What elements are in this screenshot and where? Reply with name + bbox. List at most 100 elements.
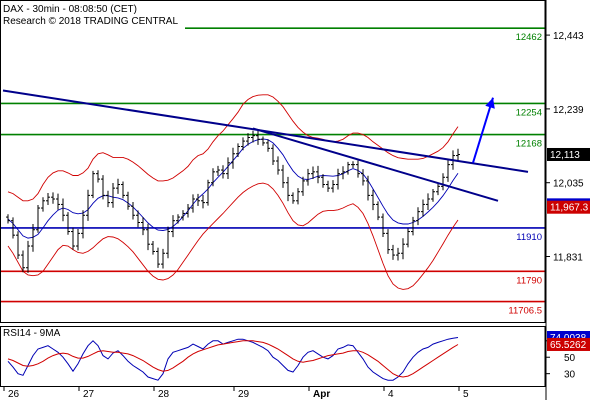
level-label-11910: 11910: [516, 232, 542, 243]
price-bar: [231, 147, 235, 169]
series-bollinger-lower: [7, 182, 459, 290]
price-bar: [261, 136, 265, 146]
day-label-26: 26: [8, 389, 20, 400]
price-bar: [286, 176, 290, 202]
price-bar: [11, 217, 15, 239]
price-bar: [241, 137, 245, 151]
price-bar: [171, 215, 175, 238]
price-bar: [126, 191, 130, 210]
level-label-12254: 12254: [516, 107, 542, 118]
price-bar: [91, 170, 95, 199]
price-bar: [401, 238, 405, 260]
price-bar: [296, 188, 300, 205]
price-bar: [151, 241, 155, 255]
price-bar: [256, 130, 260, 145]
price-bar: [196, 193, 200, 206]
x-axis: 26 27 28 29 Apr 4 5: [3, 386, 469, 400]
price-bar: [146, 223, 150, 251]
price-tick-label: 12,443: [553, 31, 584, 42]
rsi-lines: [7, 337, 459, 381]
price-panel: 12462 12254 12168 11910 11790 11706.5: [0, 27, 545, 317]
level-label-12462: 12462: [516, 32, 542, 43]
chart-header: DAX - 30min - 08:08:50 (CET) Research © …: [3, 4, 178, 27]
price-bar: [266, 139, 270, 152]
price-bar: [111, 182, 115, 208]
price-bar: [31, 223, 35, 252]
price-bar: [281, 164, 285, 188]
price-bar: [276, 156, 280, 175]
price-bar: [456, 148, 460, 162]
day-label-27: 27: [83, 389, 95, 400]
price-bar: [201, 195, 205, 209]
day-label-4: 4: [388, 389, 394, 400]
price-bar: [381, 213, 385, 237]
price-bar: [221, 165, 225, 179]
price-bar: [121, 181, 125, 199]
price-tag-12-113-bg: [547, 147, 590, 161]
price-bar: [161, 248, 165, 269]
right-axis: 12,44312,23912,03511,83170503012,11311,9…: [546, 31, 590, 381]
price-bar: [131, 202, 135, 220]
price-bar: [106, 190, 110, 208]
level-label-11706-5: 11706.5: [508, 306, 542, 317]
rsi-title: RSI14 - 9MA: [3, 328, 61, 339]
price-bar: [36, 205, 40, 233]
price-bar: [271, 144, 275, 165]
price-bar: [326, 180, 330, 192]
price-bar: [56, 193, 60, 210]
price-bar: [156, 247, 160, 268]
level-label-11790: 11790: [516, 275, 542, 286]
price-bar: [166, 226, 170, 259]
price-bar: [81, 210, 85, 239]
series-9ma: [7, 340, 459, 378]
price-bar: [191, 194, 195, 213]
price-bar: [176, 214, 180, 224]
price-bar: [346, 161, 350, 175]
price-bars: [6, 130, 460, 273]
rsi-tag-65-5262-label: 65.5262: [550, 340, 587, 351]
price-bar: [226, 157, 230, 180]
price-bar: [6, 214, 10, 224]
level-labels: 12462 12254 12168 11910 11790 11706.5: [508, 32, 542, 316]
level-label-12168: 12168: [516, 139, 542, 150]
price-bar: [61, 198, 65, 222]
price-bar: [216, 165, 220, 177]
price-bar: [371, 189, 375, 211]
price-bar: [391, 244, 395, 260]
price-bar: [321, 174, 325, 188]
price-bar: [361, 169, 365, 186]
price-bar: [86, 189, 90, 221]
price-bar: [446, 160, 450, 182]
day-label-29: 29: [238, 389, 250, 400]
price-bar: [211, 168, 215, 187]
price-bar: [181, 210, 185, 221]
price-bar: [386, 229, 390, 254]
price-bar: [76, 228, 80, 251]
price-bar: [351, 161, 355, 169]
rsi-tag-65-5262-bg: [547, 337, 590, 351]
price-bar: [306, 168, 310, 186]
price-tick-label: 12,239: [553, 105, 584, 116]
price-bar: [71, 227, 75, 250]
series-rsi14: [7, 337, 459, 381]
price-bar: [311, 166, 315, 180]
price-bar: [251, 130, 255, 143]
price-bar: [331, 180, 335, 193]
target-arrow-shaft: [472, 97, 494, 164]
price-bar: [21, 250, 25, 273]
price-tag-11-967-3-bg: [547, 200, 590, 214]
trendlines: [2, 89, 529, 202]
price-bar: [301, 176, 305, 196]
price-bar: [186, 204, 190, 218]
price-tag-12-113-label: 12,113: [550, 150, 580, 161]
panel-frames: [0, 0, 547, 400]
rsi-panel-frame: [0, 326, 546, 387]
rsi-panel: [7, 337, 459, 381]
price-bar: [411, 216, 415, 236]
price-bar: [416, 207, 420, 226]
price-bar: [421, 199, 425, 217]
day-label-apr: Apr: [313, 389, 330, 400]
price-bar: [316, 165, 320, 184]
price-bar: [206, 179, 210, 206]
